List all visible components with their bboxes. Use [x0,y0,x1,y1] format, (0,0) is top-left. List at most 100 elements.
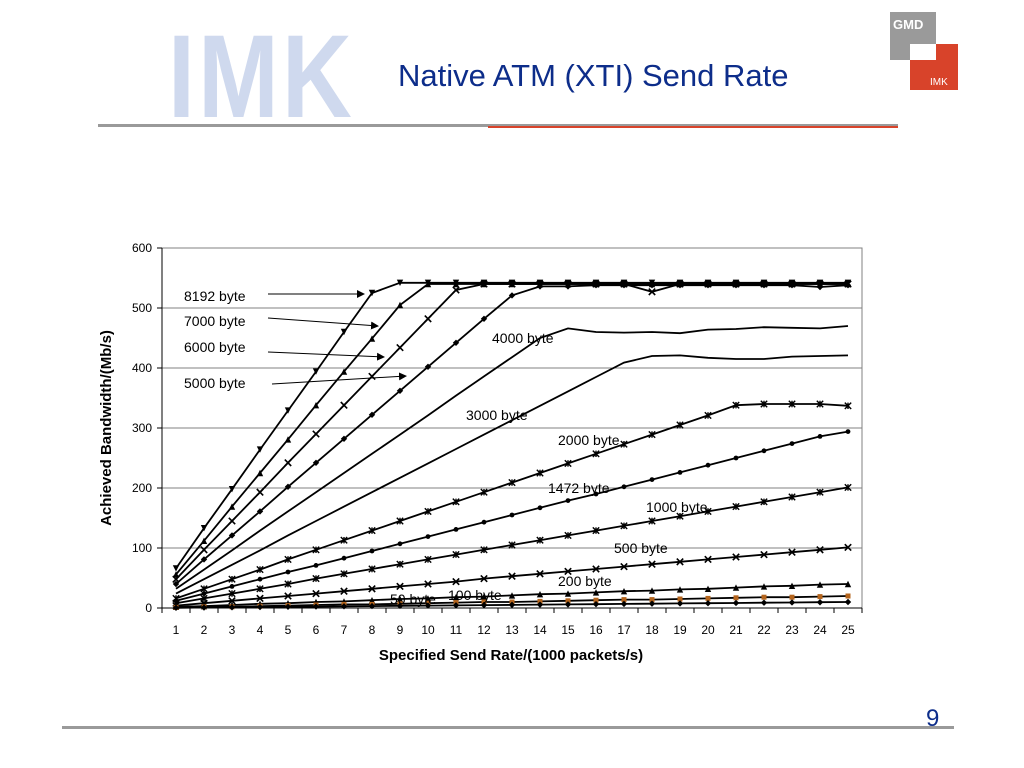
data-point [676,586,684,593]
data-point [480,601,488,609]
page-number: 9 [926,705,940,732]
series-50-byte [172,598,852,611]
data-point [593,597,599,603]
x-tick-label: 3 [229,623,236,637]
data-point [760,550,768,559]
data-point [340,368,348,375]
data-point [508,541,516,549]
data-point [312,546,320,554]
data-point [340,603,348,610]
data-point [844,402,852,410]
data-point [564,590,572,597]
data-point [620,522,628,530]
series-label: 500 byte [614,540,668,556]
data-point [704,507,712,516]
series-1472-byte [173,429,851,604]
data-point [368,602,376,610]
data-point [424,595,432,602]
data-point [565,598,571,604]
y-tick-label: 500 [132,301,152,315]
data-point [536,536,544,544]
series-4000-byte [175,325,849,590]
data-point [817,434,823,439]
data-point [649,597,655,603]
data-point [508,601,516,609]
series-500-byte [172,543,852,610]
x-tick-label: 7 [341,623,348,637]
data-point [816,400,824,408]
data-point [592,450,600,458]
data-point [705,595,711,601]
data-point [424,315,432,323]
data-point [788,493,796,501]
x-tick-label: 15 [561,623,575,637]
data-point [508,280,516,288]
data-point [508,478,516,487]
data-point [760,400,768,408]
series-8192-byte [172,279,852,572]
data-point [340,435,348,442]
y-tick-label: 200 [132,481,152,495]
data-point [536,283,544,290]
data-point [480,546,488,554]
data-point [649,477,655,482]
data-point [480,280,488,288]
x-tick-label: 5 [285,623,292,637]
data-point [536,469,544,477]
data-point [256,446,264,453]
data-point [256,594,264,603]
data-point [340,570,348,578]
data-point [425,534,431,539]
data-point [508,572,516,580]
series-1000-byte [172,483,852,607]
data-point [312,459,320,466]
data-point [564,459,572,468]
data-point [732,553,740,561]
data-point [396,517,404,525]
data-point [732,502,740,511]
data-point [312,368,320,375]
data-point [452,498,460,506]
data-point [312,402,320,409]
data-point [676,421,684,429]
data-point [620,440,628,448]
data-point [480,315,488,322]
data-point [845,593,851,599]
x-tick-label: 16 [589,623,603,637]
data-point [676,558,684,566]
data-point [424,602,432,609]
data-point [564,601,572,608]
series-label: 6000 byte [184,339,246,355]
data-point [536,591,544,598]
data-point [396,301,404,309]
series-label: 1000 byte [646,499,708,515]
data-point [844,580,852,588]
data-point [564,531,572,540]
data-point [256,565,264,574]
data-point [369,548,375,554]
data-point [788,548,796,556]
data-point [788,282,796,289]
data-point [676,282,684,289]
series-label-arrow [271,372,407,385]
data-point [564,283,572,290]
data-point [760,282,768,289]
data-point [396,560,404,568]
data-point [452,339,460,346]
data-point [648,517,656,525]
data-point [817,594,823,600]
data-point [816,599,824,606]
data-point [228,597,236,605]
data-point [172,565,180,572]
data-point [704,555,712,564]
data-point [200,537,208,544]
data-point [284,436,292,443]
y-tick-label: 600 [132,241,152,255]
series-label: 5000 byte [184,375,246,391]
footer-divider [62,726,954,729]
data-point [228,503,236,510]
data-point [200,585,208,593]
data-point [172,604,180,611]
data-point [368,335,376,342]
